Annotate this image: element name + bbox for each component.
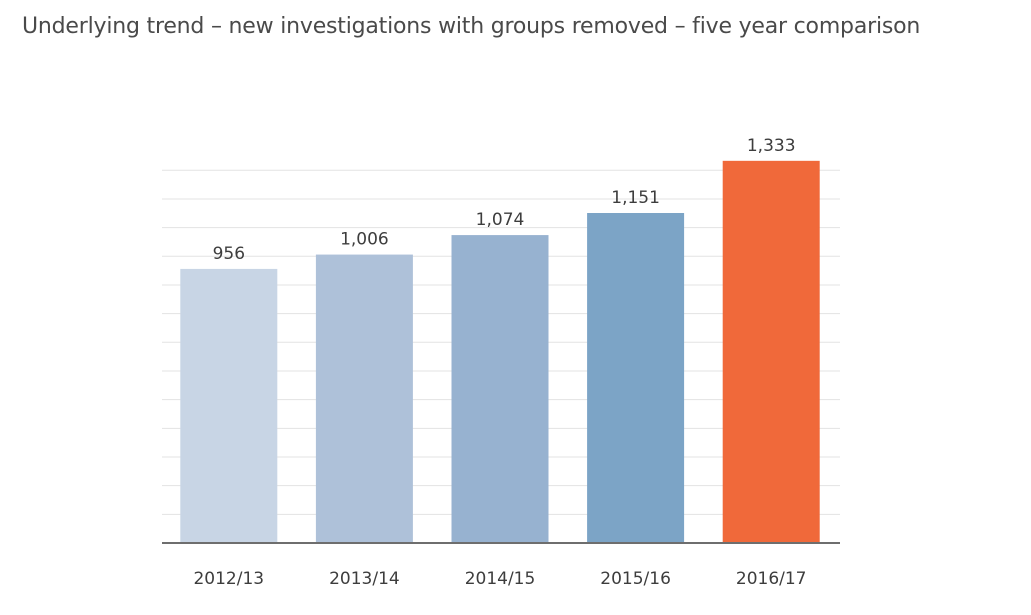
- bar-2013-14: [315, 254, 413, 543]
- value-label: 956: [213, 244, 245, 264]
- x-tick-label: 2015/16: [600, 569, 671, 589]
- x-tick-label: 2013/14: [329, 569, 400, 589]
- bar-2015-16: [587, 213, 685, 543]
- bar-2012-13: [180, 268, 278, 543]
- chart-title: Underlying trend – new investigations wi…: [22, 14, 921, 39]
- x-tick-label: 2012/13: [193, 569, 264, 589]
- value-labels: 956 1,006 1,074 1,151 1,333: [213, 136, 796, 264]
- value-label: 1,074: [476, 210, 525, 230]
- value-label: 1,006: [340, 230, 389, 250]
- bar-2014-15: [451, 235, 549, 543]
- value-label: 1,151: [611, 188, 660, 208]
- bar-2016-17: [722, 160, 820, 543]
- x-tick-label: 2016/17: [736, 569, 807, 589]
- x-tick-label: 2014/15: [465, 569, 536, 589]
- x-tick-labels: 2012/13 2013/14 2014/15 2015/16 2016/17: [193, 569, 806, 589]
- bars: [180, 160, 820, 543]
- value-label: 1,333: [747, 136, 796, 156]
